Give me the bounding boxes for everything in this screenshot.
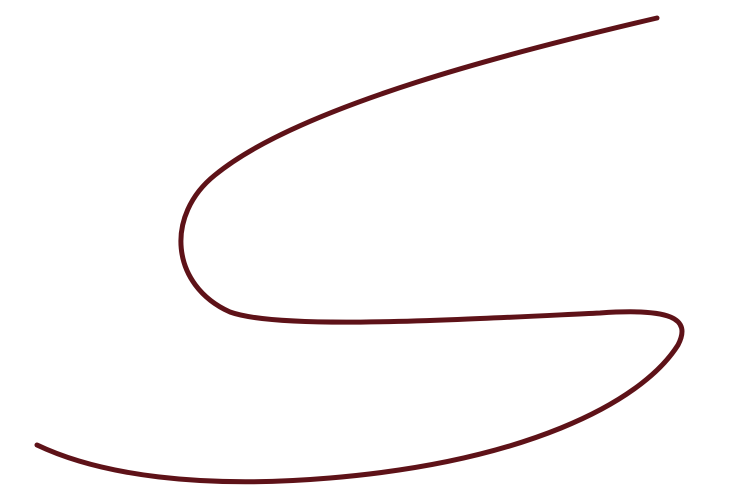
s-curve-stroke bbox=[34, 15, 685, 485]
